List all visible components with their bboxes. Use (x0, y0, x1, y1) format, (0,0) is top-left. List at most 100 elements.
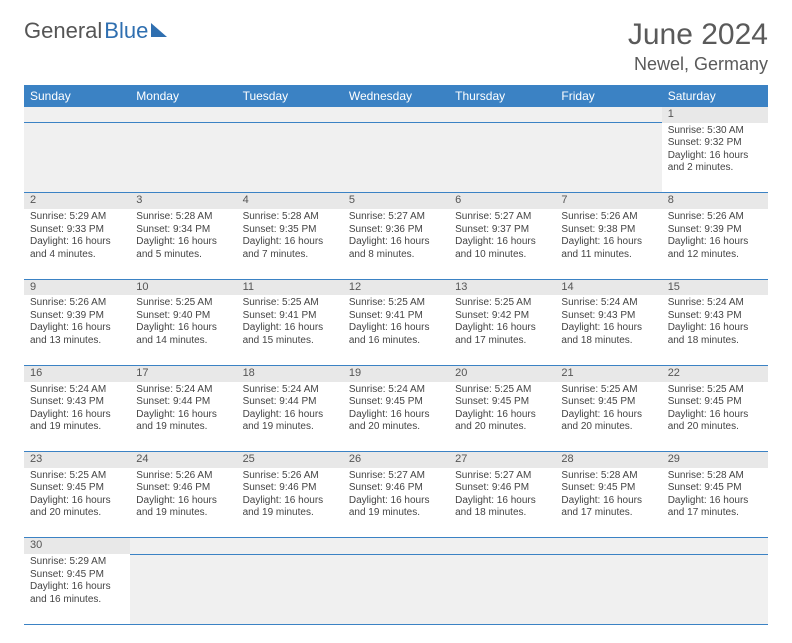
blank-cell (449, 107, 555, 123)
day-cell: Sunrise: 5:27 AMSunset: 9:36 PMDaylight:… (343, 209, 449, 279)
daylight-text: Daylight: 16 hours (455, 495, 549, 508)
daylight-text: Daylight: 16 hours (668, 236, 762, 249)
day-number: 26 (343, 452, 449, 468)
day-number: 10 (130, 279, 236, 295)
daylight-text: Daylight: 16 hours (668, 495, 762, 508)
day-header: Wednesday (343, 85, 449, 107)
calendar-table: SundayMondayTuesdayWednesdayThursdayFrid… (24, 85, 768, 625)
blank-cell (237, 123, 343, 193)
blank-cell (449, 554, 555, 624)
blank-cell (449, 538, 555, 554)
sunset-text: Sunset: 9:45 PM (349, 396, 443, 409)
day-cell: Sunrise: 5:25 AMSunset: 9:45 PMDaylight:… (24, 468, 130, 538)
day-header: Friday (555, 85, 661, 107)
day-number: 21 (555, 365, 661, 381)
day-number: 2 (24, 193, 130, 209)
day-number: 29 (662, 452, 768, 468)
day-cell: Sunrise: 5:29 AMSunset: 9:33 PMDaylight:… (24, 209, 130, 279)
daylight-text: and 5 minutes. (136, 249, 230, 262)
daylight-text: Daylight: 16 hours (136, 495, 230, 508)
sunrise-text: Sunrise: 5:25 AM (349, 297, 443, 310)
day-cell: Sunrise: 5:28 AMSunset: 9:34 PMDaylight:… (130, 209, 236, 279)
daylight-text: Daylight: 16 hours (668, 150, 762, 163)
blank-cell (343, 554, 449, 624)
day-number: 9 (24, 279, 130, 295)
blank-cell (24, 107, 130, 123)
day-cell: Sunrise: 5:24 AMSunset: 9:44 PMDaylight:… (130, 382, 236, 452)
daylight-text: and 2 minutes. (668, 162, 762, 175)
sunset-text: Sunset: 9:32 PM (668, 137, 762, 150)
sunrise-text: Sunrise: 5:27 AM (349, 470, 443, 483)
day-number: 24 (130, 452, 236, 468)
daylight-text: and 8 minutes. (349, 249, 443, 262)
daylight-text: and 17 minutes. (455, 335, 549, 348)
sunrise-text: Sunrise: 5:24 AM (30, 384, 124, 397)
daylight-text: Daylight: 16 hours (243, 322, 337, 335)
sunset-text: Sunset: 9:46 PM (136, 482, 230, 495)
day-number: 23 (24, 452, 130, 468)
sunset-text: Sunset: 9:42 PM (455, 310, 549, 323)
daylight-text: and 18 minutes. (668, 335, 762, 348)
day-number: 12 (343, 279, 449, 295)
calendar-head: SundayMondayTuesdayWednesdayThursdayFrid… (24, 85, 768, 107)
sunset-text: Sunset: 9:43 PM (561, 310, 655, 323)
sunset-text: Sunset: 9:43 PM (30, 396, 124, 409)
detail-row: Sunrise: 5:29 AMSunset: 9:45 PMDaylight:… (24, 554, 768, 624)
sunrise-text: Sunrise: 5:29 AM (30, 211, 124, 224)
daylight-text: and 11 minutes. (561, 249, 655, 262)
sunrise-text: Sunrise: 5:25 AM (136, 297, 230, 310)
day-cell: Sunrise: 5:25 AMSunset: 9:41 PMDaylight:… (343, 295, 449, 365)
day-cell: Sunrise: 5:25 AMSunset: 9:42 PMDaylight:… (449, 295, 555, 365)
sunrise-text: Sunrise: 5:24 AM (561, 297, 655, 310)
daylight-text: Daylight: 16 hours (30, 495, 124, 508)
day-cell: Sunrise: 5:27 AMSunset: 9:46 PMDaylight:… (449, 468, 555, 538)
daylight-text: and 19 minutes. (349, 507, 443, 520)
blank-cell (555, 554, 661, 624)
daylight-text: and 14 minutes. (136, 335, 230, 348)
title-block: June 2024 Newel, Germany (628, 18, 768, 75)
sunrise-text: Sunrise: 5:24 AM (349, 384, 443, 397)
day-number: 15 (662, 279, 768, 295)
sunset-text: Sunset: 9:38 PM (561, 224, 655, 237)
day-header: Tuesday (237, 85, 343, 107)
blank-cell (343, 107, 449, 123)
day-cell: Sunrise: 5:25 AMSunset: 9:45 PMDaylight:… (555, 382, 661, 452)
day-header: Thursday (449, 85, 555, 107)
sunset-text: Sunset: 9:41 PM (243, 310, 337, 323)
blank-cell (449, 123, 555, 193)
daylight-text: Daylight: 16 hours (136, 322, 230, 335)
day-cell: Sunrise: 5:30 AMSunset: 9:32 PMDaylight:… (662, 123, 768, 193)
sunrise-text: Sunrise: 5:25 AM (455, 297, 549, 310)
sunrise-text: Sunrise: 5:24 AM (243, 384, 337, 397)
sunset-text: Sunset: 9:46 PM (455, 482, 549, 495)
daylight-text: Daylight: 16 hours (561, 495, 655, 508)
daylight-text: and 19 minutes. (243, 421, 337, 434)
sunrise-text: Sunrise: 5:27 AM (455, 470, 549, 483)
sunrise-text: Sunrise: 5:30 AM (668, 125, 762, 138)
blank-cell (130, 123, 236, 193)
daylight-text: Daylight: 16 hours (30, 581, 124, 594)
day-number: 17 (130, 365, 236, 381)
calendar-page: GeneralBlue June 2024 Newel, Germany Sun… (0, 0, 792, 643)
detail-row: Sunrise: 5:29 AMSunset: 9:33 PM Daylight:… (24, 209, 768, 279)
day-number: 13 (449, 279, 555, 295)
blank-cell (24, 123, 130, 193)
day-number: 19 (343, 365, 449, 381)
blank-cell (662, 554, 768, 624)
day-number: 11 (237, 279, 343, 295)
sunset-text: Sunset: 9:33 PM (30, 224, 124, 237)
daylight-text: Daylight: 16 hours (349, 322, 443, 335)
daylight-text: Daylight: 16 hours (136, 409, 230, 422)
sunset-text: Sunset: 9:35 PM (243, 224, 337, 237)
sunrise-text: Sunrise: 5:28 AM (561, 470, 655, 483)
detail-row: Sunrise: 5:25 AMSunset: 9:45 PMDaylight:… (24, 468, 768, 538)
day-cell: Sunrise: 5:26 AMSunset: 9:39 PMDaylight:… (24, 295, 130, 365)
day-number: 8 (662, 193, 768, 209)
daylight-text: and 20 minutes. (668, 421, 762, 434)
blank-cell (343, 538, 449, 554)
sunrise-text: Sunrise: 5:26 AM (30, 297, 124, 310)
daylight-text: and 17 minutes. (668, 507, 762, 520)
sunset-text: Sunset: 9:40 PM (136, 310, 230, 323)
daynum-row: 16171819202122 (24, 365, 768, 381)
sunset-text: Sunset: 9:43 PM (668, 310, 762, 323)
